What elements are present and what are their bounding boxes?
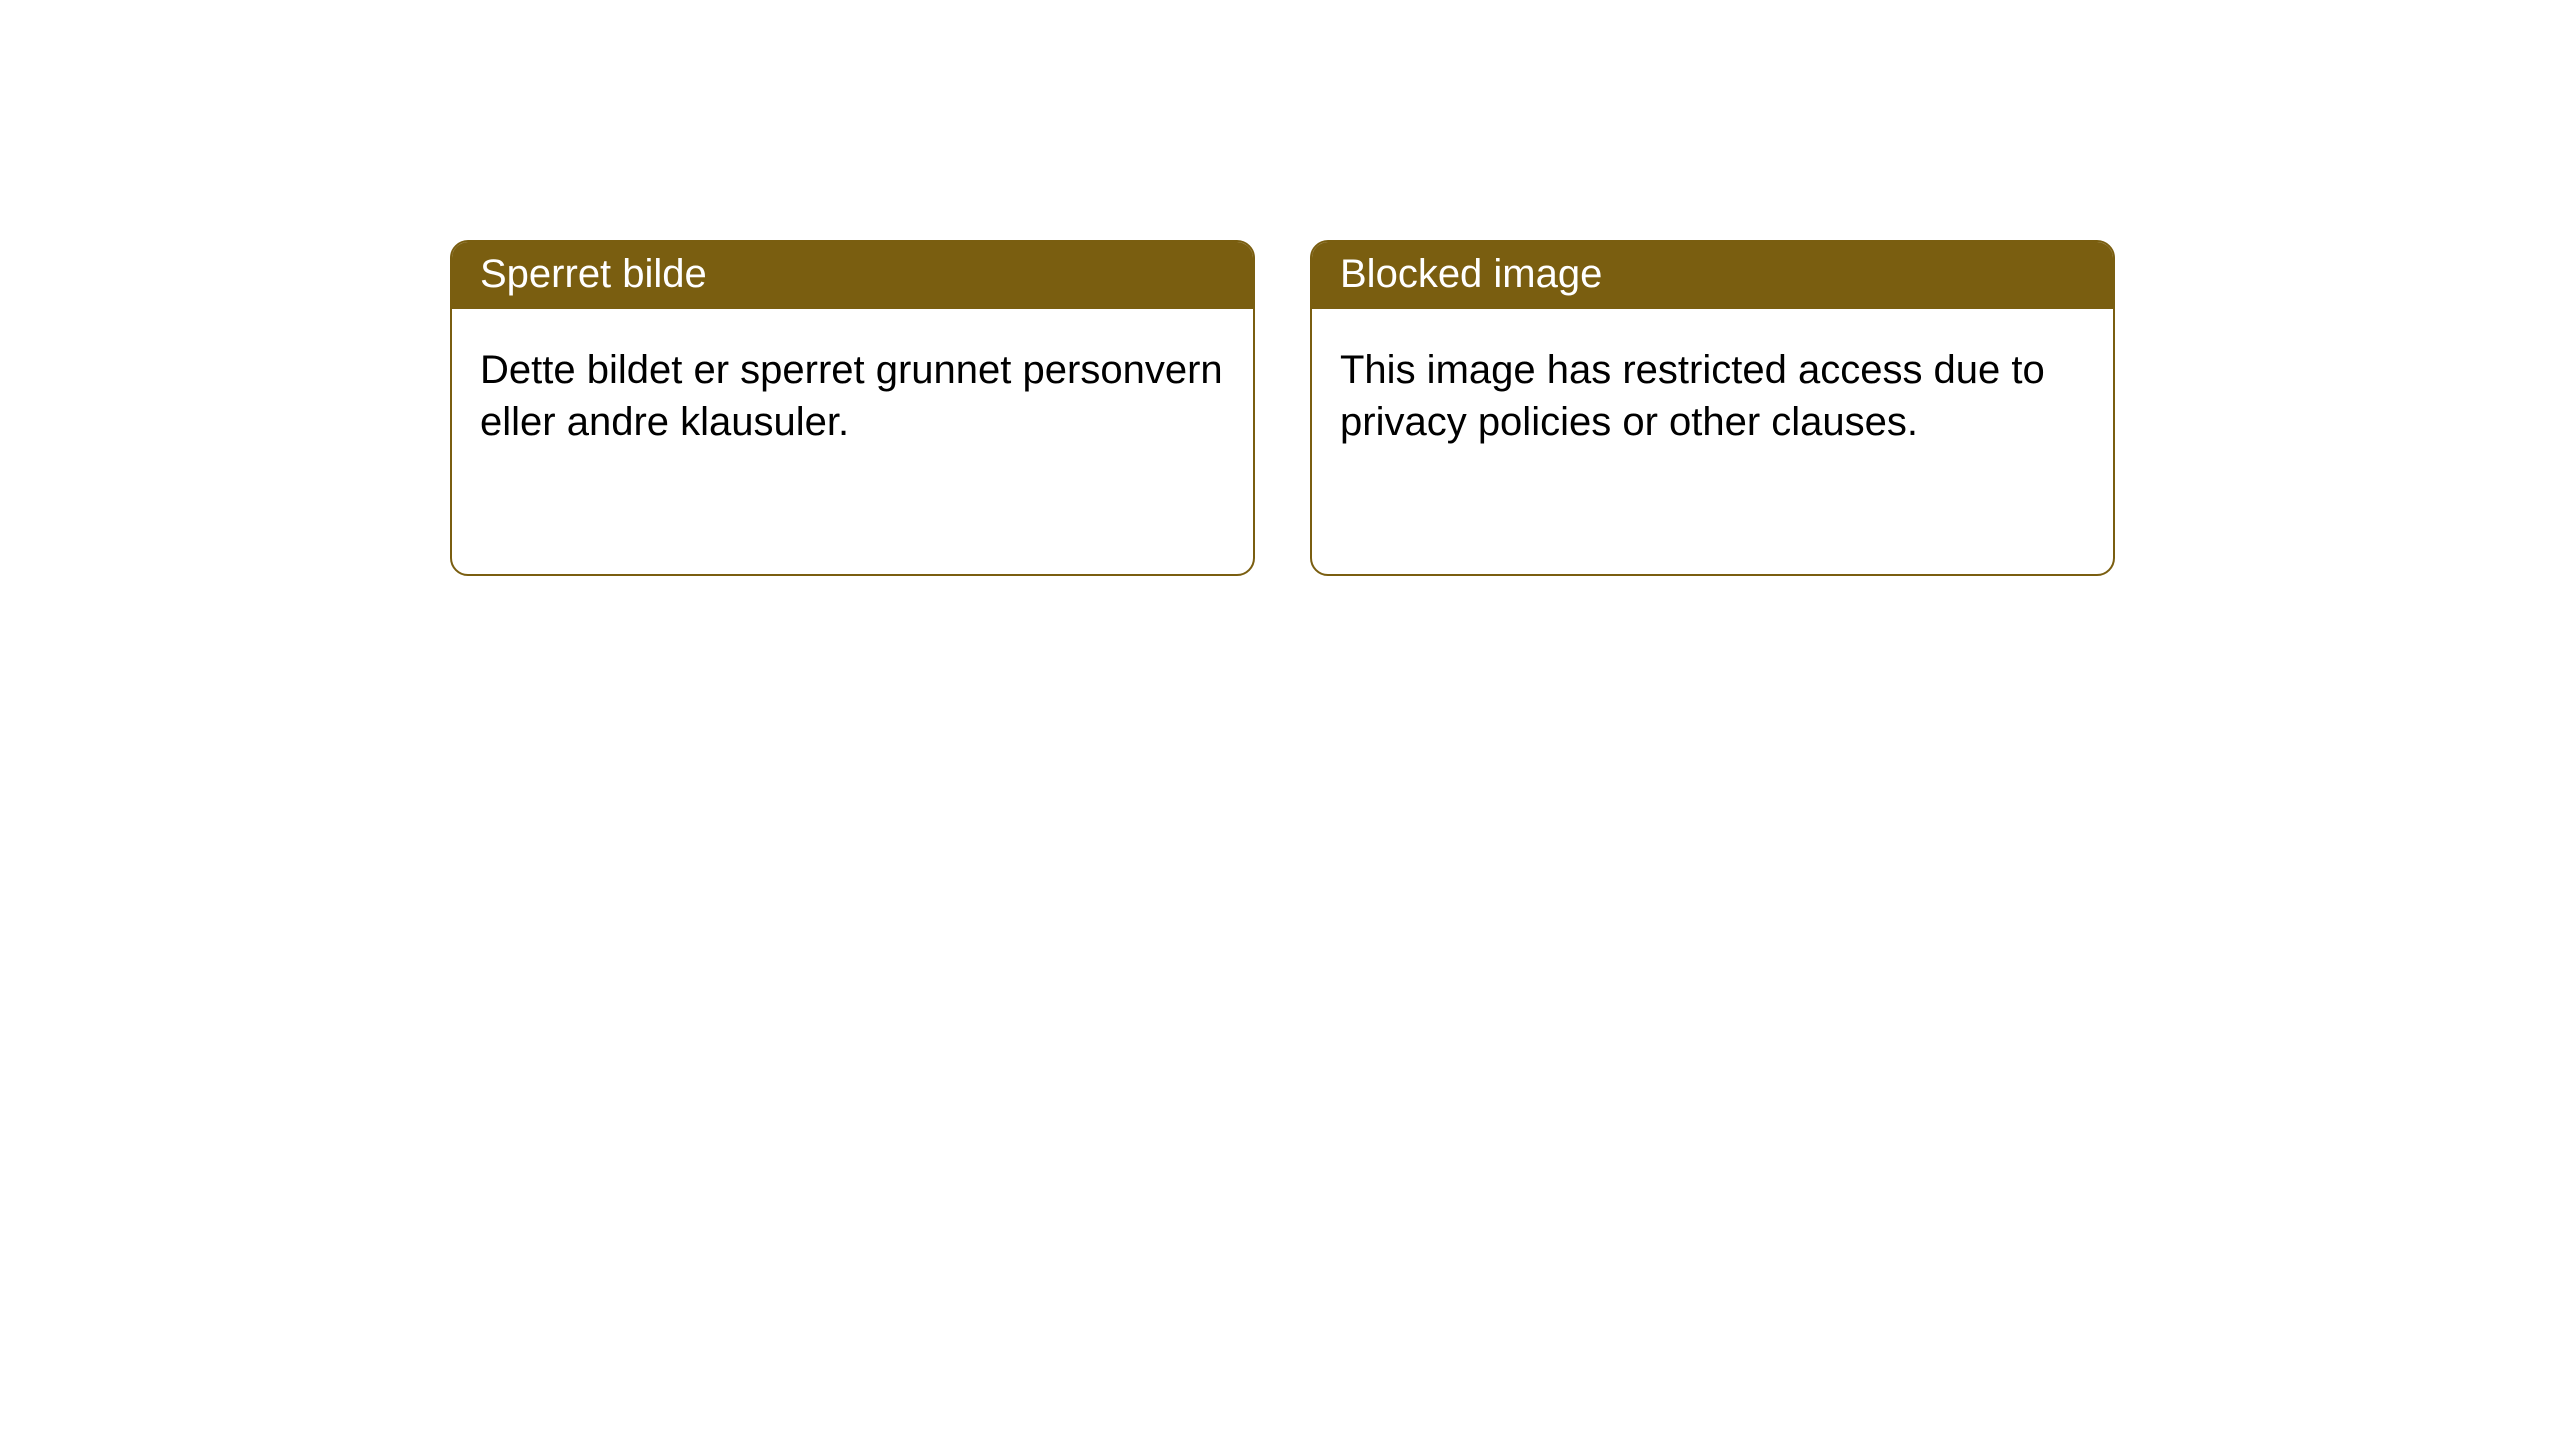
panel-body-english: This image has restricted access due to …: [1312, 309, 2113, 483]
panel-header-norwegian: Sperret bilde: [452, 242, 1253, 309]
panel-body-norwegian: Dette bildet er sperret grunnet personve…: [452, 309, 1253, 483]
panel-header-english: Blocked image: [1312, 242, 2113, 309]
notice-container: Sperret bilde Dette bildet er sperret gr…: [450, 240, 2115, 576]
notice-panel-english: Blocked image This image has restricted …: [1310, 240, 2115, 576]
notice-panel-norwegian: Sperret bilde Dette bildet er sperret gr…: [450, 240, 1255, 576]
